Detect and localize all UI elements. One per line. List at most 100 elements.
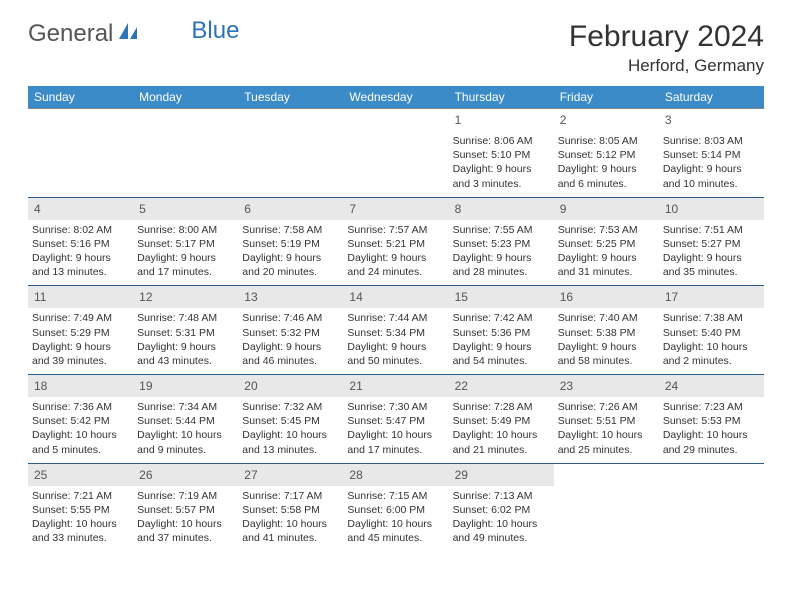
day-number: 4 <box>34 202 41 216</box>
calendar-day: 28Sunrise: 7:15 AMSunset: 6:00 PMDayligh… <box>343 464 448 552</box>
daylight-text: Daylight: 9 hours <box>558 162 655 176</box>
calendar-day: 17Sunrise: 7:38 AMSunset: 5:40 PMDayligh… <box>659 286 764 374</box>
sunrise-text: Sunrise: 8:06 AM <box>453 134 550 148</box>
daylight-text: Daylight: 9 hours <box>32 251 129 265</box>
daylight-text: and 50 minutes. <box>347 354 444 368</box>
day-number: 8 <box>455 202 462 216</box>
day-number: 7 <box>349 202 356 216</box>
sunrise-text: Sunrise: 7:21 AM <box>32 489 129 503</box>
daylight-text: Daylight: 9 hours <box>137 251 234 265</box>
daylight-text: and 31 minutes. <box>558 265 655 279</box>
sunrise-text: Sunrise: 7:51 AM <box>663 223 760 237</box>
daylight-text: Daylight: 9 hours <box>242 251 339 265</box>
daylight-text: Daylight: 9 hours <box>347 251 444 265</box>
calendar-day: 1Sunrise: 8:06 AMSunset: 5:10 PMDaylight… <box>449 109 554 197</box>
calendar-day: 8 Sunrise: 7:55 AMSunset: 5:23 PMDaylight… <box>449 198 554 286</box>
daylight-text: and 13 minutes. <box>32 265 129 279</box>
calendar-day-empty <box>133 109 238 197</box>
sunrise-text: Sunrise: 7:32 AM <box>242 400 339 414</box>
sunset-text: Sunset: 5:23 PM <box>453 237 550 251</box>
location: Herford, Germany <box>569 56 764 76</box>
daylight-text: and 20 minutes. <box>242 265 339 279</box>
sunset-text: Sunset: 5:57 PM <box>137 503 234 517</box>
daylight-text: and 25 minutes. <box>558 443 655 457</box>
sunset-text: Sunset: 5:40 PM <box>663 326 760 340</box>
sunrise-text: Sunrise: 7:34 AM <box>137 400 234 414</box>
day-number: 10 <box>665 202 678 216</box>
sunrise-text: Sunrise: 7:40 AM <box>558 311 655 325</box>
daylight-text: Daylight: 10 hours <box>663 340 760 354</box>
weekday-label: Wednesday <box>343 86 448 108</box>
day-number: 24 <box>665 379 678 393</box>
weekday-header: SundayMondayTuesdayWednesdayThursdayFrid… <box>28 86 764 108</box>
calendar-day: 5Sunrise: 8:00 AMSunset: 5:17 PMDaylight… <box>133 198 238 286</box>
day-number: 3 <box>665 113 672 127</box>
sunset-text: Sunset: 5:34 PM <box>347 326 444 340</box>
sunset-text: Sunset: 5:55 PM <box>32 503 129 517</box>
sunrise-text: Sunrise: 7:57 AM <box>347 223 444 237</box>
sunset-text: Sunset: 5:36 PM <box>453 326 550 340</box>
sunset-text: Sunset: 5:44 PM <box>137 414 234 428</box>
calendar-day: 6Sunrise: 7:58 AMSunset: 5:19 PMDaylight… <box>238 198 343 286</box>
sunrise-text: Sunrise: 7:13 AM <box>453 489 550 503</box>
daylight-text: Daylight: 10 hours <box>32 428 129 442</box>
daylight-text: Daylight: 9 hours <box>453 251 550 265</box>
daylight-text: and 43 minutes. <box>137 354 234 368</box>
daylight-text: Daylight: 9 hours <box>663 162 760 176</box>
sunset-text: Sunset: 5:53 PM <box>663 414 760 428</box>
day-number: 15 <box>455 290 468 304</box>
daylight-text: and 10 minutes. <box>663 177 760 191</box>
day-number: 16 <box>560 290 573 304</box>
daylight-text: Daylight: 9 hours <box>663 251 760 265</box>
sunset-text: Sunset: 5:25 PM <box>558 237 655 251</box>
daylight-text: Daylight: 9 hours <box>558 340 655 354</box>
calendar-day-empty <box>659 464 764 552</box>
brand-part2: Blue <box>191 17 239 45</box>
daylight-text: and 39 minutes. <box>32 354 129 368</box>
calendar-day: 21Sunrise: 7:30 AMSunset: 5:47 PMDayligh… <box>343 375 448 463</box>
daylight-text: and 21 minutes. <box>453 443 550 457</box>
day-number: 18 <box>34 379 47 393</box>
daylight-text: and 58 minutes. <box>558 354 655 368</box>
calendar-day: 19Sunrise: 7:34 AMSunset: 5:44 PMDayligh… <box>133 375 238 463</box>
sunrise-text: Sunrise: 7:48 AM <box>137 311 234 325</box>
sunset-text: Sunset: 6:02 PM <box>453 503 550 517</box>
sunset-text: Sunset: 5:45 PM <box>242 414 339 428</box>
calendar-day: 14Sunrise: 7:44 AMSunset: 5:34 PMDayligh… <box>343 286 448 374</box>
day-number: 13 <box>244 290 257 304</box>
sunset-text: Sunset: 5:27 PM <box>663 237 760 251</box>
calendar-day: 20 Sunrise: 7:32 AMSunset: 5:45 PMDayligh… <box>238 375 343 463</box>
calendar-day-empty <box>28 109 133 197</box>
daylight-text: Daylight: 9 hours <box>453 162 550 176</box>
daylight-text: and 28 minutes. <box>453 265 550 279</box>
sunrise-text: Sunrise: 7:55 AM <box>453 223 550 237</box>
weekday-label: Saturday <box>659 86 764 108</box>
daylight-text: Daylight: 10 hours <box>137 517 234 531</box>
day-number: 19 <box>139 379 152 393</box>
weekday-label: Thursday <box>449 86 554 108</box>
daylight-text: and 5 minutes. <box>32 443 129 457</box>
daylight-text: Daylight: 9 hours <box>137 340 234 354</box>
daylight-text: Daylight: 9 hours <box>558 251 655 265</box>
sunset-text: Sunset: 5:17 PM <box>137 237 234 251</box>
calendar-day: 9Sunrise: 7:53 AMSunset: 5:25 PMDaylight… <box>554 198 659 286</box>
calendar-day: 29Sunrise: 7:13 AMSunset: 6:02 PMDayligh… <box>449 464 554 552</box>
day-number: 5 <box>139 202 146 216</box>
day-number: 23 <box>560 379 573 393</box>
sunset-text: Sunset: 5:38 PM <box>558 326 655 340</box>
daylight-text: and 37 minutes. <box>137 531 234 545</box>
calendar-week: 18Sunrise: 7:36 AMSunset: 5:42 PMDayligh… <box>28 375 764 464</box>
daylight-text: and 46 minutes. <box>242 354 339 368</box>
day-number: 11 <box>34 290 46 304</box>
sunrise-text: Sunrise: 7:26 AM <box>558 400 655 414</box>
daylight-text: Daylight: 10 hours <box>242 428 339 442</box>
header: General Blue February 2024 Herford, Germ… <box>28 20 764 76</box>
day-number: 14 <box>349 290 362 304</box>
day-number: 20 <box>244 379 257 393</box>
calendar-week: 11Sunrise: 7:49 AMSunset: 5:29 PMDayligh… <box>28 286 764 375</box>
weekday-label: Monday <box>133 86 238 108</box>
weekday-label: Sunday <box>28 86 133 108</box>
sunset-text: Sunset: 5:12 PM <box>558 148 655 162</box>
calendar-day: 22Sunrise: 7:28 AMSunset: 5:49 PMDayligh… <box>449 375 554 463</box>
calendar-day: 27Sunrise: 7:17 AMSunset: 5:58 PMDayligh… <box>238 464 343 552</box>
